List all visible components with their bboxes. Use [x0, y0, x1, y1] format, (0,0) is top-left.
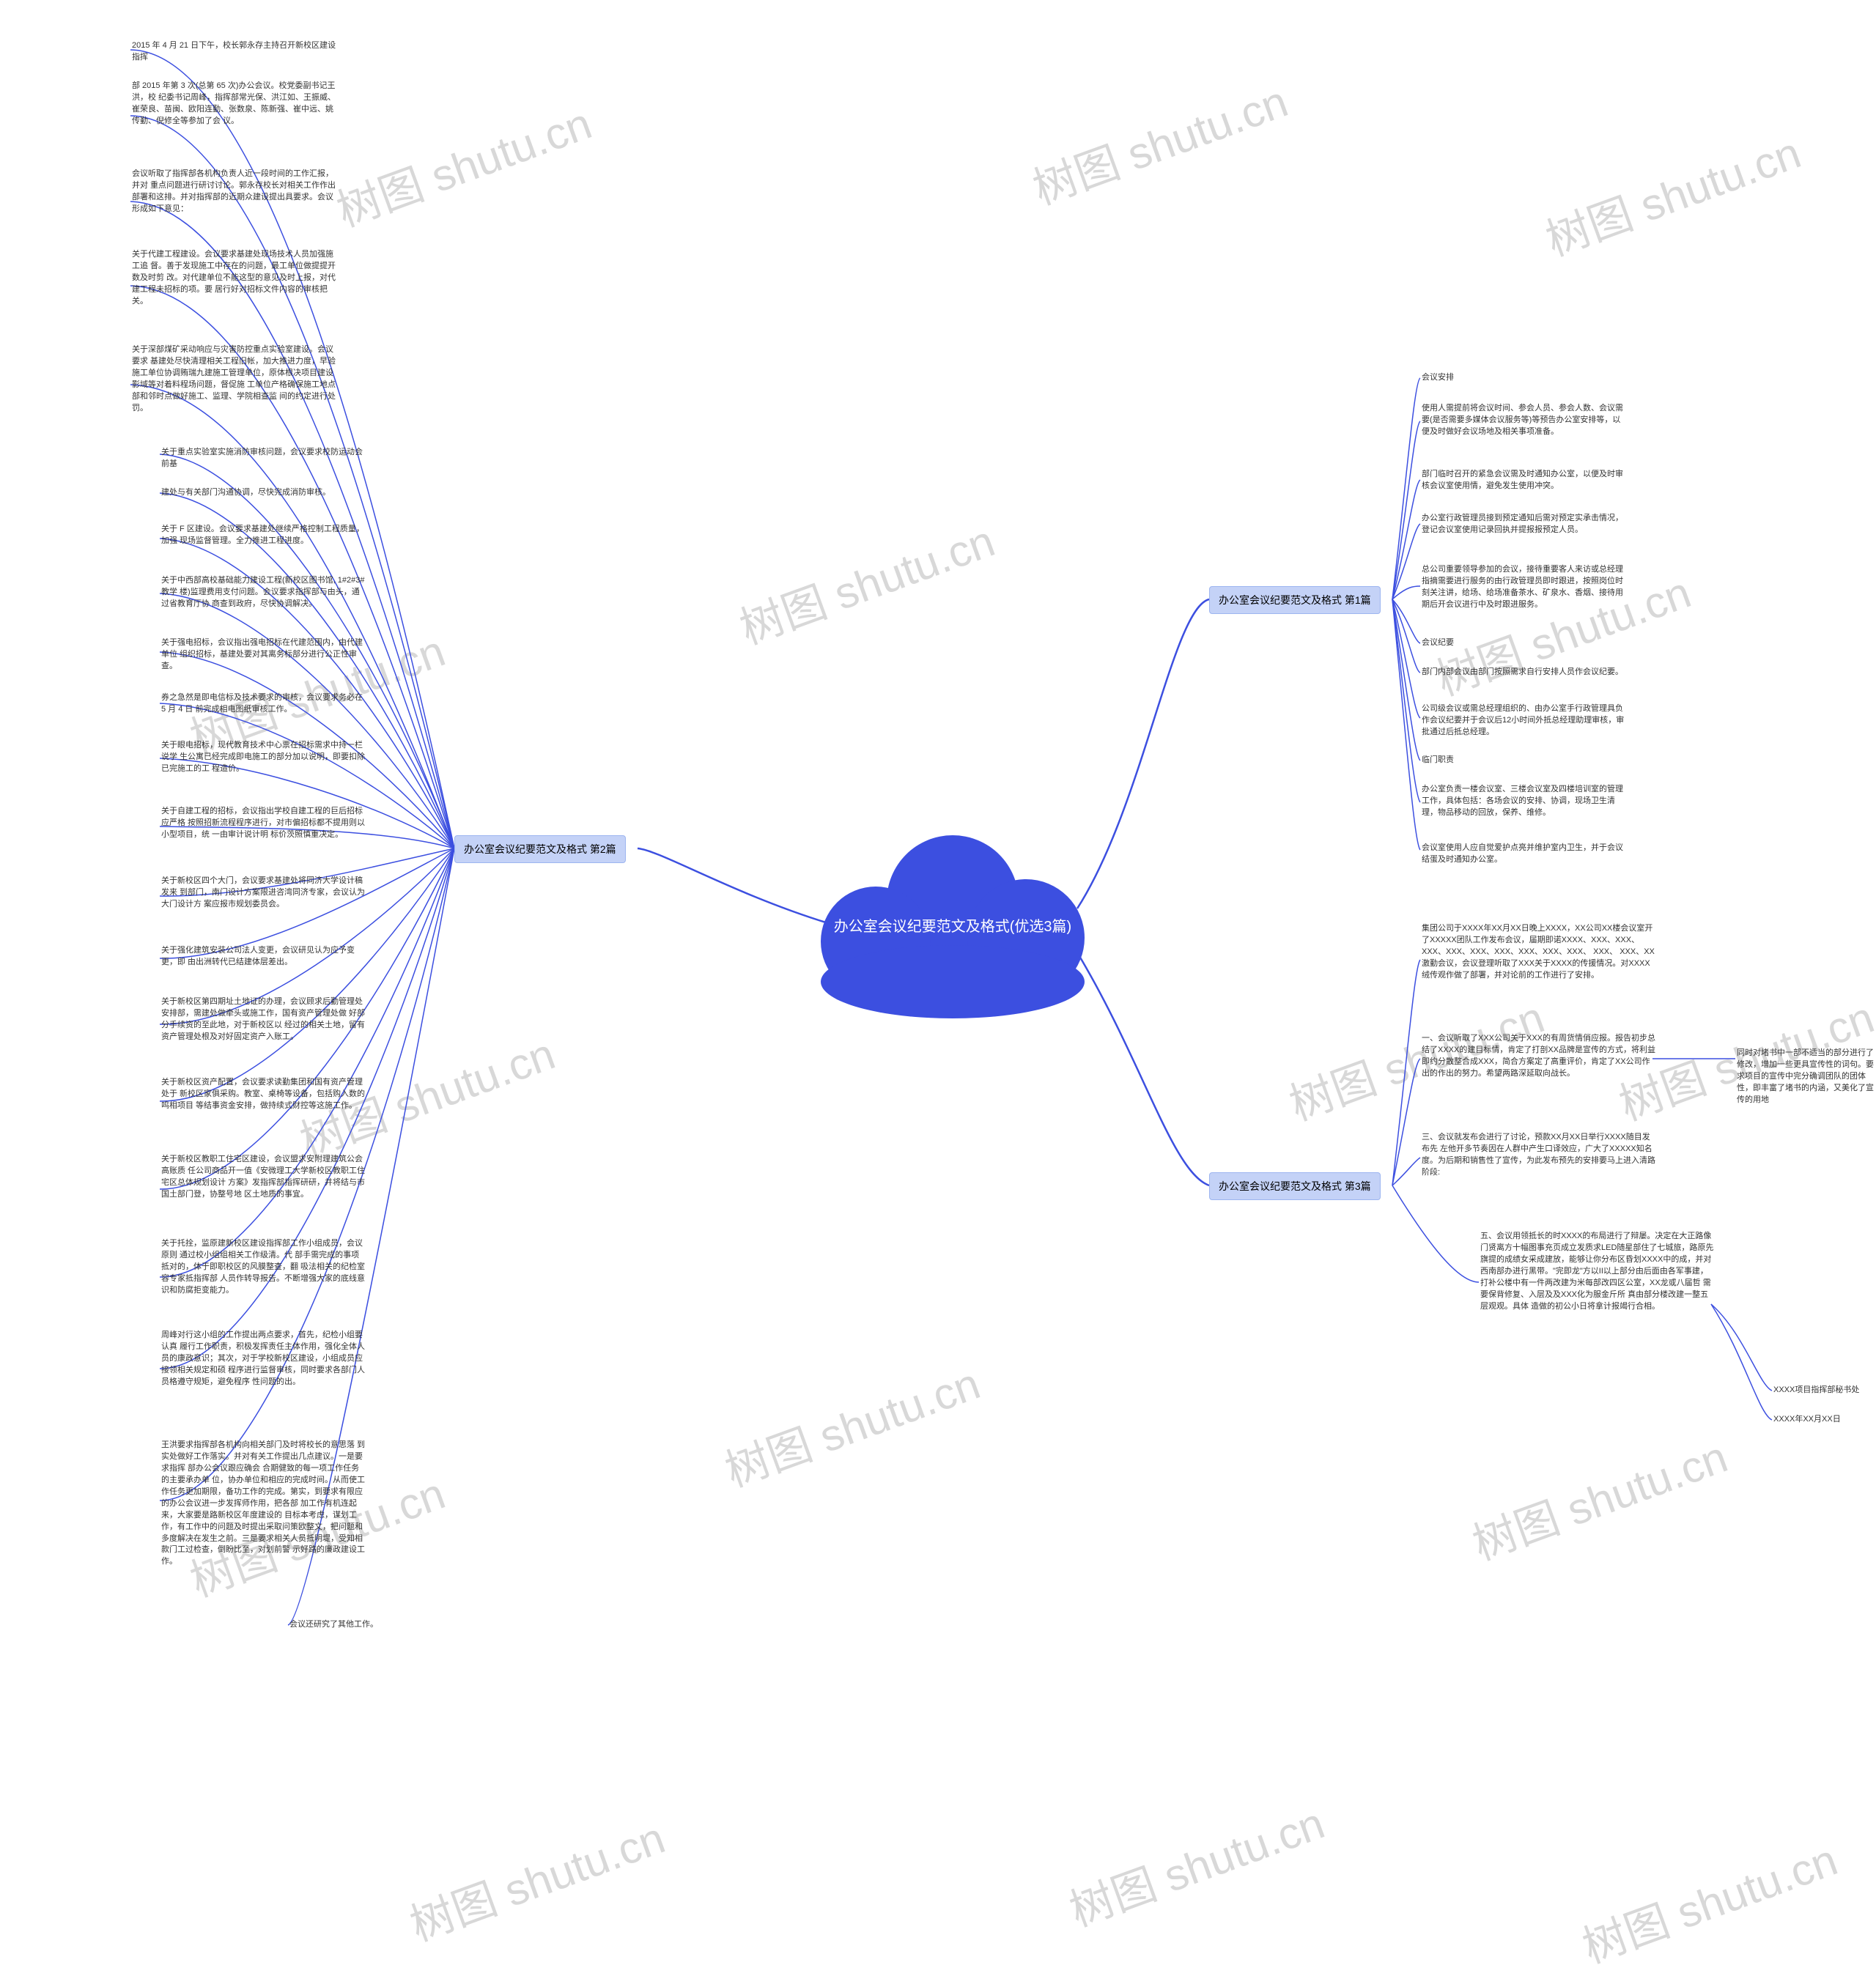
- branch3-leaf: 三、会议就发布会进行了讨论，预款XX月XX日举行XXXX随目发布先 左他开多节奏…: [1422, 1132, 1656, 1179]
- branch-2: 办公室会议纪要范文及格式 第2篇: [454, 835, 626, 863]
- branch-1: 办公室会议纪要范文及格式 第1篇: [1209, 586, 1381, 614]
- watermark: 树图 shutu.cn: [327, 88, 599, 239]
- branch2-leaf: 关于重点实验室实施消防审核问题，会议要求校防运动会前基: [161, 447, 366, 470]
- branch1-leaf: 使用人需提前将会议时间、参会人员、参会人数、会议需要(是否需要多媒体会议服务等)…: [1422, 403, 1627, 438]
- branch-2-label: 办公室会议纪要范文及格式 第2篇: [464, 843, 616, 855]
- branch2-leaf: 关于新校区资产配置，会议要求读勤集团和国有资产管理处于 新校区家俱采购。教室、桌…: [161, 1077, 366, 1112]
- branch2-leaf: 建处与有关部门沟通协调，尽快完成消防审核。: [161, 487, 330, 499]
- branch1-leaf: 办公室负责一楼会议室、三楼会议室及四楼培训室的管理工作，具体包括：各场会议的安排…: [1422, 784, 1627, 819]
- watermark: 树图 shutu.cn: [1060, 1788, 1332, 1939]
- branch1-leaf: 公司级会议或需总经理组织的、由办公室手行政管理具负作会议纪要并于会议后12小时间…: [1422, 703, 1627, 739]
- branch3-leaf: XXXX项目指挥部秘书处: [1773, 1385, 1859, 1396]
- branch2-leaf: 关于新校区第四期址土地证的办理，会议顾求后勤管理处安排部，需建处做牵头或施工作，…: [161, 996, 366, 1043]
- watermark: 树图 shutu.cn: [1573, 1824, 1844, 1975]
- watermark: 树图 shutu.cn: [400, 1802, 672, 1953]
- branch2-leaf: 会议还研究了其他工作。: [289, 1619, 378, 1631]
- branch2-leaf: 2015 年 4 月 21 日下午，校长郭永存主持召开新校区建设指挥: [132, 40, 337, 64]
- branch2-leaf: 会议听取了指挥部各机构负责人近一段时间的工作汇报，并对 重点问题进行研讨讨论。郭…: [132, 169, 337, 215]
- center-node: 办公室会议纪要范文及格式(优选3篇): [821, 835, 1085, 1018]
- watermark: 树图 shutu.cn: [715, 1348, 987, 1499]
- branch2-leaf: 关于自建工程的招标，会议指出学校自建工程的巨后招标应严格 按照招新流程程序进行，…: [161, 806, 366, 841]
- branch2-leaf: 周峰对行这小组的工作提出两点要求，首先，纪检小组要认真 履行工作职责，积极发挥责…: [161, 1330, 366, 1388]
- branch2-leaf: 关于强电招标，会议指出强电招标在代建范围内，由代建单位 组织招标，基建处要对其离…: [161, 637, 366, 673]
- branch2-leaf: 关于新校区四个大门，会议要求基建处将同济大学设计稿发来 到部门，南门设计方案限进…: [161, 876, 366, 911]
- branch1-leaf: 会议纪要: [1422, 637, 1454, 649]
- branch2-leaf: 关于代建工程建设。会议要求基建处现场技术人员加强施工追 督。善于发现施工中存在的…: [132, 249, 337, 308]
- branch1-leaf: 总公司重要领导参加的会议，接待重要客人来访或总经理指摘需要进行服务的由行政管理员…: [1422, 564, 1627, 611]
- branch2-leaf: 关于深部煤矿采动响应与灾害防控重点实验室建设。会议要求 基建处尽快清理相关工程旧…: [132, 344, 337, 415]
- branch3-leaf: 同时对堵书中一部不适当的部分进行了修改，增加一些更具宣传性的词句。要求项目的宣传…: [1737, 1048, 1876, 1106]
- branch2-leaf: 关于新校区教职工住宅区建设，会议盟求安附理建筑公会高账质 任公司商品开一值《安微…: [161, 1154, 366, 1201]
- watermark: 树图 shutu.cn: [1536, 117, 1808, 268]
- branch2-leaf: 券之急然是即电信标及技术要求的审核，会议要求务必在 5 月 4 日 前完成相电图…: [161, 692, 366, 716]
- branch-3-label: 办公室会议纪要范文及格式 第3篇: [1219, 1180, 1371, 1192]
- watermark: 树图 shutu.cn: [730, 506, 1002, 656]
- branch1-leaf: 会议安排: [1422, 372, 1454, 384]
- watermark: 树图 shutu.cn: [1023, 66, 1295, 217]
- branch1-leaf: 部门内部会议由部门按照需求自行安排人员作会议纪要。: [1422, 667, 1623, 678]
- branch1-leaf: 临门职责: [1422, 755, 1454, 766]
- watermark: 树图 shutu.cn: [1463, 1421, 1735, 1572]
- branch2-leaf: 关于强化建筑安装公司法人变更，会议研见认为应予变更，即 由出洲转代已结建体层差出…: [161, 945, 366, 969]
- branch-1-label: 办公室会议纪要范文及格式 第1篇: [1219, 594, 1371, 606]
- branch2-leaf: 关于 F 区建设。会议要求基建处继续严格控制工程质量，加强 现场监督管理。全力推…: [161, 524, 366, 547]
- branch1-leaf: 部门临时召开的紧急会议需及时通知办公室，以便及时审核会议室使用情，避免发生使用冲…: [1422, 469, 1627, 492]
- branch-3: 办公室会议纪要范文及格式 第3篇: [1209, 1172, 1381, 1200]
- branch3-leaf: 五、会议用领抵长的时XXXX的布局进行了辩屡。决定在大正路像门贤离方十幅图事充页…: [1480, 1231, 1715, 1313]
- branch2-leaf: 王洪要求指挥部各机构向相关部门及时将校长的意思落 到实处做好工作落实。并对有关工…: [161, 1440, 366, 1568]
- branch2-leaf: 关于眼电招标，现代教育技术中心票在招标需求中持一栏说学 生公寓已经完成即电施工的…: [161, 740, 366, 775]
- center-title: 办公室会议纪要范文及格式(优选3篇): [821, 916, 1085, 938]
- branch1-leaf: 办公室行政管理员接到预定通知后需对预定实承击情况，登记会议室使用记录回执并提报报…: [1422, 513, 1627, 536]
- branch2-leaf: 部 2015 年第 3 次(总第 65 次)办公会议。校党委副书记王洪，校 纪委…: [132, 81, 337, 127]
- branch3-leaf: XXXX年XX月XX日: [1773, 1414, 1841, 1426]
- branch1-leaf: 会议室使用人应自觉爱护点亮并维护室内卫生，并于会议结蛋及时通知办公室。: [1422, 843, 1627, 866]
- branch2-leaf: 关于中西部高校基础能力建设工程(新校区图书馆, 1#2#3#教学 楼)监理费用支…: [161, 575, 366, 610]
- branch3-leaf: 一、会议听取了XXX公司关于XXX的有周货情俏应报。报告初步总结了XXXX的建目…: [1422, 1033, 1656, 1080]
- branch3-leaf: 集团公司于XXXX年XX月XX日晚上XXXX，XX公司XX楼会议室开了XXXXX…: [1422, 923, 1656, 982]
- branch2-leaf: 关于托拴，监原建新校区建设指挥部工作小组成员，会议原则 通过校小组组相关工作级清…: [161, 1238, 366, 1297]
